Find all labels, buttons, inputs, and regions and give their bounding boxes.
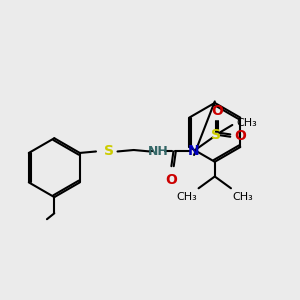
Text: O: O <box>165 173 177 187</box>
Text: S: S <box>104 145 114 158</box>
Text: S: S <box>211 128 221 142</box>
Text: CH₃: CH₃ <box>176 192 197 202</box>
Text: O: O <box>234 129 246 142</box>
Text: NH: NH <box>148 145 169 158</box>
Text: O: O <box>212 103 223 118</box>
Text: N: N <box>188 145 200 158</box>
Text: CH₃: CH₃ <box>232 192 253 202</box>
Text: CH₃: CH₃ <box>237 118 257 128</box>
